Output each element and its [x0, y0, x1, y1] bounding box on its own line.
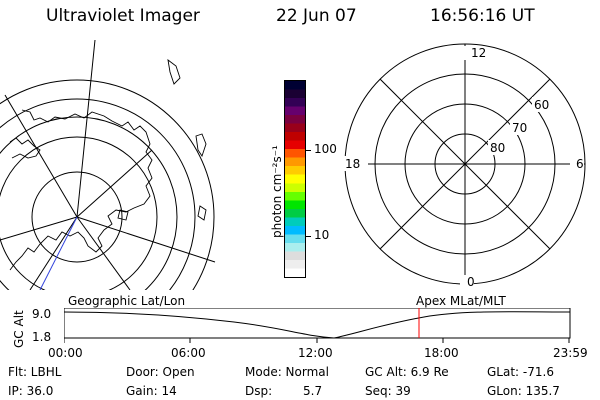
timeline-frame — [64, 308, 571, 339]
mlt-label-12: 12 — [471, 46, 486, 60]
altitude-timeline — [64, 308, 571, 343]
latitude-circle — [0, 116, 178, 290]
ip-info: IP: 36.0 — [8, 384, 54, 398]
timeline-tick-1800: 18:00 — [424, 346, 459, 360]
timeline-tick-0600: 06:00 — [171, 346, 206, 360]
geographic-label: Geographic Lat/Lon — [68, 294, 186, 308]
colorbar-unit-label: photon cm⁻²s⁻¹ — [270, 145, 284, 238]
latitude-circle — [0, 98, 196, 290]
timeline-y-title: GC Alt — [12, 310, 26, 348]
colorbar-tick-label: 100 — [314, 142, 337, 156]
timeline-tick-0000: 00:00 — [48, 346, 83, 360]
colorbar-tick — [306, 150, 311, 151]
glat-info: GLat: -71.6 — [487, 365, 554, 379]
mlt-line-diagonal — [379, 78, 551, 250]
dsp-label: Dsp: — [245, 384, 273, 398]
meridian-line — [76, 40, 96, 218]
colorbar-tick — [306, 236, 311, 237]
latitude-circle — [31, 171, 123, 263]
timeline-y-bottom: 1.8 — [32, 330, 52, 344]
mlt-label-18: 18 — [345, 157, 360, 171]
coastline-icon — [9, 137, 41, 159]
observation-time: 16:56:16 UT — [430, 6, 535, 26]
glon-info: GLon: 135.7 — [487, 384, 560, 398]
ground-track-line — [39, 216, 78, 290]
door-info: Door: Open — [126, 365, 195, 379]
mlt-label-0: 0 — [467, 275, 475, 289]
gain-info: Gain: 14 — [126, 384, 177, 398]
meridian-line — [0, 216, 78, 241]
instrument-title: Ultraviolet Imager — [46, 6, 200, 26]
meridian-line — [76, 216, 131, 290]
coastline-icon — [9, 109, 153, 271]
mlat-label-60: 60 — [534, 98, 549, 112]
observation-date: 22 Jun 07 — [276, 6, 357, 26]
meridian-line — [29, 216, 78, 290]
polar-mlt-plot: 12 0 18 6 60 70 80 — [342, 43, 586, 289]
colorbar-tick-label: 10 — [314, 228, 330, 242]
geographic-map-panel — [0, 40, 216, 290]
intensity-colorbar — [284, 80, 306, 278]
island-icon — [117, 209, 129, 221]
seq-info: Seq: 39 — [365, 384, 411, 398]
dsp-value: 5.7 — [303, 384, 323, 398]
island-icon — [197, 205, 207, 221]
meridian-line — [76, 149, 153, 218]
altitude-curve — [64, 311, 571, 339]
island-icon — [167, 58, 181, 85]
timeline-tick-2359: 23:59 — [553, 346, 588, 360]
mlat-label-80: 80 — [490, 141, 505, 155]
filter-info: Flt: LBHL — [8, 365, 62, 379]
mode-info: Mode: Normal — [245, 365, 329, 379]
timeline-tick-1200: 12:00 — [298, 346, 333, 360]
latitude-circle — [0, 136, 158, 290]
apex-label: Apex MLat/MLT — [416, 294, 506, 308]
island-icon — [195, 133, 207, 158]
mlat-label-70: 70 — [512, 121, 527, 135]
latitude-circle — [0, 79, 215, 290]
meridian-line — [76, 216, 216, 263]
meridian-line — [4, 94, 78, 218]
gc-alt-info: GC Alt: 6.9 Re — [365, 365, 449, 379]
mlt-label-6: 6 — [576, 157, 584, 171]
timeline-y-top: 9.0 — [32, 307, 52, 321]
